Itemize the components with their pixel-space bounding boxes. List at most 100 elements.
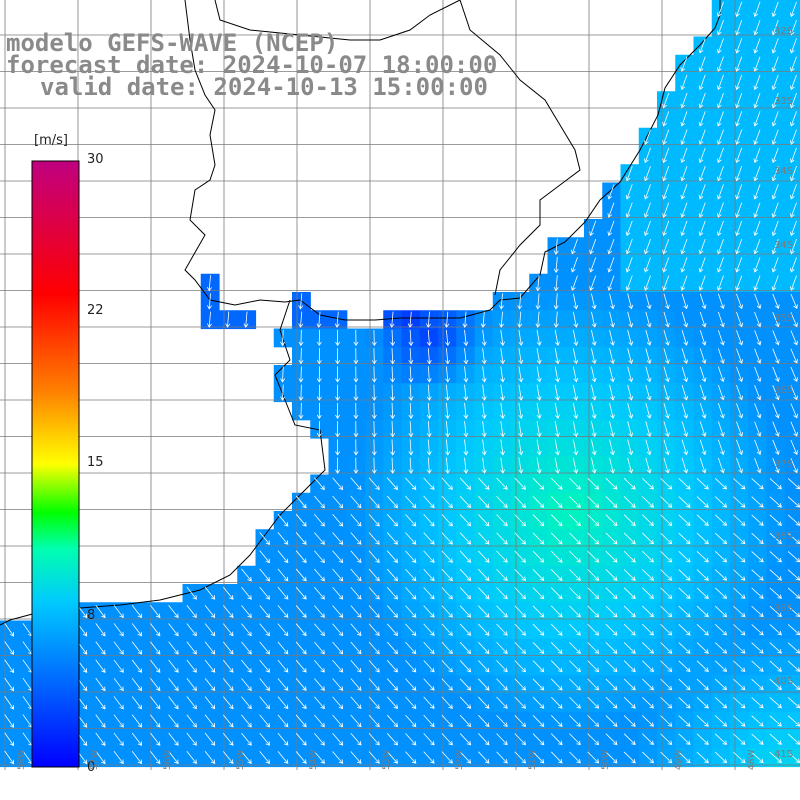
wind-arrow [642,569,654,581]
wind-arrow [735,184,743,200]
wind-arrow [518,366,524,383]
wind-arrow [150,750,161,765]
wind-arrow [623,751,636,764]
wind-arrow [733,678,746,691]
wind-arrow [150,732,161,746]
wind-arrow [4,677,15,692]
wind-arrow [753,56,761,72]
wind-arrow [481,366,487,383]
wind-arrow [605,569,618,581]
wind-arrow [277,751,289,764]
wind-arrow [350,733,362,746]
wind-arrow [350,532,362,545]
wind-arrow [332,568,344,582]
wind-arrow [771,111,779,127]
wind-arrow [222,586,234,600]
wind-arrow [642,477,654,490]
wind-arrow [332,605,344,618]
wind-arrow [423,495,435,509]
wind-arrow [390,402,396,420]
lon-label-58w: 58W [17,749,27,770]
wind-arrow [717,457,725,474]
wind-arrow [350,605,362,618]
wind-arrow [769,569,782,581]
wind-arrow [660,733,673,746]
wind-arrow [678,587,691,599]
wind-arrow [772,403,780,419]
wind-arrow [696,751,709,764]
wind-arrow [353,402,359,420]
wind-arrow [769,678,782,691]
wind-arrow [168,678,179,692]
wind-arrow [680,257,688,273]
wind-arrow [514,477,526,490]
wind-arrow [591,457,597,474]
wind-arrow [496,532,508,545]
wind-arrow [772,385,780,401]
wind-arrow [500,457,505,474]
wind-arrow [405,678,417,691]
wind-arrow [550,696,563,709]
wind-arrow [517,293,523,310]
wind-arrow [587,496,600,508]
wind-arrow [222,605,234,619]
wind-arrow [532,496,545,508]
wind-arrow [660,623,673,636]
wind-arrow [591,384,597,401]
wind-arrow [553,293,559,310]
wind-arrow [681,384,689,401]
wind-arrow [642,642,654,654]
wind-arrow [207,275,212,292]
wind-arrow [696,624,709,636]
wind-arrow [389,311,395,328]
wind-arrow [113,677,124,692]
wind-arrow [459,587,472,600]
wind-arrow [295,623,307,637]
wind-arrow [642,623,654,636]
wind-arrow [150,641,161,655]
wind-cell [784,492,800,512]
lat-label-39s: 39S [774,603,794,614]
wind-arrow [625,202,633,218]
wind-arrow [496,477,508,490]
wind-arrow [714,678,728,691]
wind-arrow [277,714,289,728]
wind-arrow [481,421,487,438]
wind-arrow [681,330,689,346]
wind-cell [784,164,800,184]
wind-arrow [295,605,307,618]
wind-arrow [607,275,615,291]
wind-arrow [280,329,286,347]
wind-arrow [277,513,289,527]
wind-arrow [408,457,414,474]
wind-arrow [696,678,709,691]
wind-arrow [623,605,636,618]
wind-arrow [131,641,143,655]
wind-arrow [696,605,709,618]
wind-arrow [536,348,542,365]
wind-arrow [623,569,636,581]
wind-arrow [680,111,688,127]
wind-arrow [332,659,344,673]
wind-arrow [204,586,216,600]
wind-arrows [4,1,800,765]
wind-arrow [733,751,746,764]
wind-arrow [423,678,435,691]
wind-arrow [295,532,307,545]
wind-arrow [735,111,743,127]
wind-arrow [463,457,469,474]
wind-arrow [478,477,490,490]
wind-arrow [368,714,380,728]
wind-arrow [186,751,197,765]
wind-arrow [459,532,472,545]
wind-arrow [572,457,579,474]
wind-arrow [771,129,779,145]
wind-arrow [371,366,377,383]
wind-arrow [553,238,559,255]
wind-arrow [478,568,490,582]
wind-arrow [478,605,490,618]
wind-arrow [698,220,706,237]
lat-label-34s: 34S [774,166,794,177]
wind-arrow [368,514,380,527]
wind-arrow [662,184,670,200]
